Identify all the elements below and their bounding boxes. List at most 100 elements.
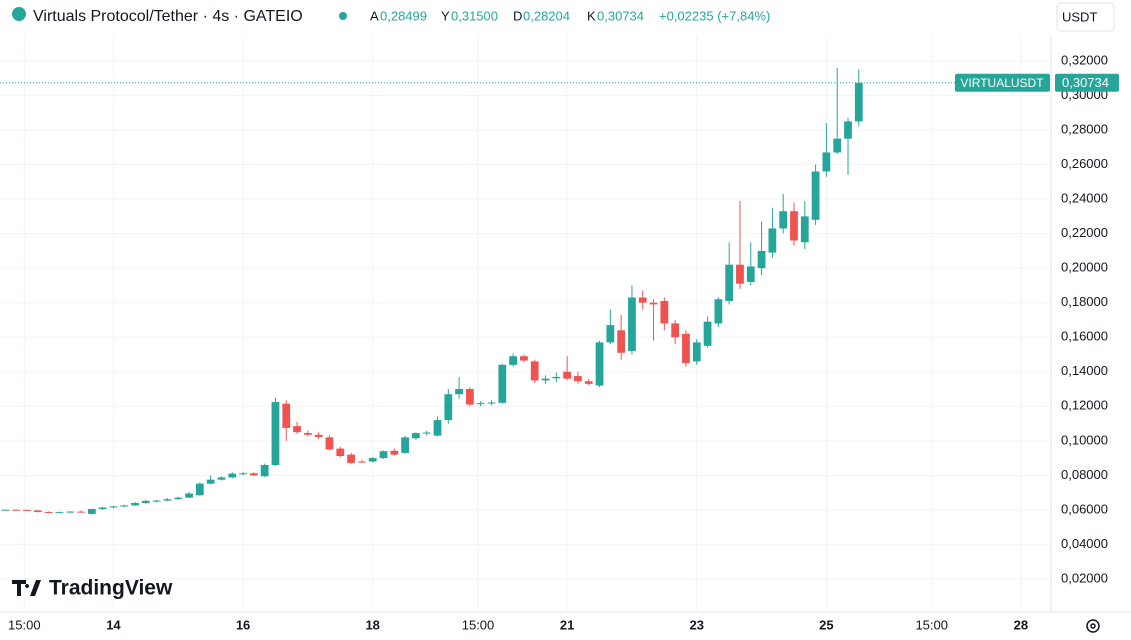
y-tick-label: 0,06000 bbox=[1061, 501, 1108, 516]
last-price-name-box bbox=[955, 73, 1050, 92]
candle-body bbox=[833, 138, 842, 153]
candle-body bbox=[174, 497, 183, 500]
candle-body bbox=[98, 507, 107, 510]
x-tick-label: 14 bbox=[106, 617, 121, 632]
candle-body bbox=[811, 171, 820, 220]
header: Virtuals Protocol/Tether · 4s · GATEIO A… bbox=[12, 7, 770, 25]
change-value: +0,02235 (+7,84%) bbox=[659, 8, 770, 23]
gear-center[interactable] bbox=[1090, 623, 1096, 629]
candle-body bbox=[822, 152, 831, 172]
candle-body bbox=[617, 330, 626, 353]
status-dot bbox=[339, 12, 347, 20]
candle-body bbox=[239, 473, 247, 475]
candle-body bbox=[422, 432, 431, 434]
candle-body bbox=[433, 420, 442, 436]
candle-body bbox=[163, 499, 172, 501]
candle-body bbox=[390, 450, 399, 455]
candle-body bbox=[692, 342, 701, 362]
candle-body bbox=[844, 121, 852, 139]
x-tick-label: 18 bbox=[365, 617, 379, 632]
currency-box[interactable] bbox=[1056, 2, 1115, 32]
candle-body bbox=[249, 473, 258, 476]
x-tick-label: 16 bbox=[236, 617, 250, 632]
y-tick-label: 0,08000 bbox=[1061, 467, 1108, 482]
candle-body bbox=[660, 300, 669, 324]
candle-body bbox=[541, 378, 550, 381]
y-tick-label: 0,14000 bbox=[1061, 363, 1108, 378]
x-tick-label: 21 bbox=[560, 617, 574, 632]
candle-body bbox=[466, 389, 474, 405]
low-value: 0,28204 bbox=[523, 8, 570, 23]
candle-body bbox=[606, 325, 615, 343]
candle-body bbox=[455, 389, 463, 395]
candle-body bbox=[520, 356, 528, 361]
candle-body bbox=[725, 264, 734, 301]
candle-body bbox=[682, 333, 690, 364]
candle-body bbox=[800, 216, 809, 243]
x-tick-label: 25 bbox=[819, 617, 833, 632]
settings-icon[interactable] bbox=[1086, 619, 1100, 633]
y-tick-label: 0,10000 bbox=[1061, 432, 1108, 447]
candle-body bbox=[714, 299, 723, 324]
x-tick-label: 23 bbox=[690, 617, 704, 632]
candle-body bbox=[33, 510, 42, 512]
y-tick-label: 0,18000 bbox=[1061, 294, 1108, 309]
candle-body bbox=[303, 433, 312, 435]
candle-body bbox=[206, 479, 215, 484]
candle-body bbox=[779, 211, 788, 229]
candle-body bbox=[746, 266, 755, 282]
open-label: A bbox=[370, 8, 379, 23]
y-tick-label: 0,16000 bbox=[1061, 329, 1108, 344]
candle-body bbox=[401, 437, 409, 453]
candle-body bbox=[271, 401, 280, 466]
candle-body bbox=[509, 356, 518, 365]
candle-body bbox=[131, 502, 139, 506]
y-tick-label: 0,28000 bbox=[1061, 121, 1108, 136]
candle-body bbox=[55, 512, 64, 514]
candle-body bbox=[314, 434, 323, 438]
grid bbox=[0, 35, 1050, 612]
candle-body bbox=[476, 403, 485, 405]
candle-body bbox=[530, 361, 539, 381]
y-tick-label: 0,26000 bbox=[1061, 156, 1108, 171]
candle-body bbox=[141, 500, 150, 503]
candles bbox=[1, 67, 863, 515]
x-tick-label: 15:00 bbox=[462, 617, 495, 632]
candle-body bbox=[703, 321, 712, 346]
candle-body bbox=[498, 364, 507, 403]
candle-body bbox=[595, 342, 604, 386]
candle-body bbox=[379, 451, 388, 459]
candle-body bbox=[66, 511, 75, 513]
candle-body bbox=[195, 483, 204, 496]
y-tick-label: 0,20000 bbox=[1061, 260, 1108, 275]
x-tick-label: 28 bbox=[1014, 617, 1028, 632]
candle-body bbox=[736, 264, 744, 284]
x-tick-label: 15:00 bbox=[915, 617, 948, 632]
candle-body bbox=[260, 465, 269, 477]
candle-body bbox=[185, 493, 193, 498]
y-tick-label: 0,32000 bbox=[1061, 52, 1108, 67]
high-label: Y bbox=[441, 8, 450, 23]
candle-body bbox=[228, 473, 237, 478]
currency-button[interactable]: USDT bbox=[1056, 2, 1115, 32]
y-tick-label: 0,04000 bbox=[1061, 536, 1108, 551]
y-tick-label: 0,12000 bbox=[1061, 398, 1108, 413]
candle-body bbox=[336, 448, 345, 457]
candle-body bbox=[23, 509, 31, 511]
candle-body bbox=[12, 509, 21, 511]
candle-body bbox=[768, 228, 777, 253]
candle-body bbox=[563, 371, 572, 379]
gear[interactable] bbox=[1086, 619, 1100, 633]
candle-body bbox=[217, 477, 226, 480]
candle-body bbox=[628, 297, 636, 352]
candle-body bbox=[77, 511, 85, 513]
candle-body bbox=[444, 394, 453, 421]
brand-name: TradingView bbox=[49, 577, 173, 600]
candle-body bbox=[487, 402, 496, 404]
currency-label[interactable]: USDT bbox=[1062, 9, 1097, 24]
candle-body bbox=[325, 437, 334, 450]
candle-body bbox=[757, 250, 766, 269]
high-value: 0,31500 bbox=[451, 8, 498, 23]
candle-body bbox=[574, 376, 582, 382]
